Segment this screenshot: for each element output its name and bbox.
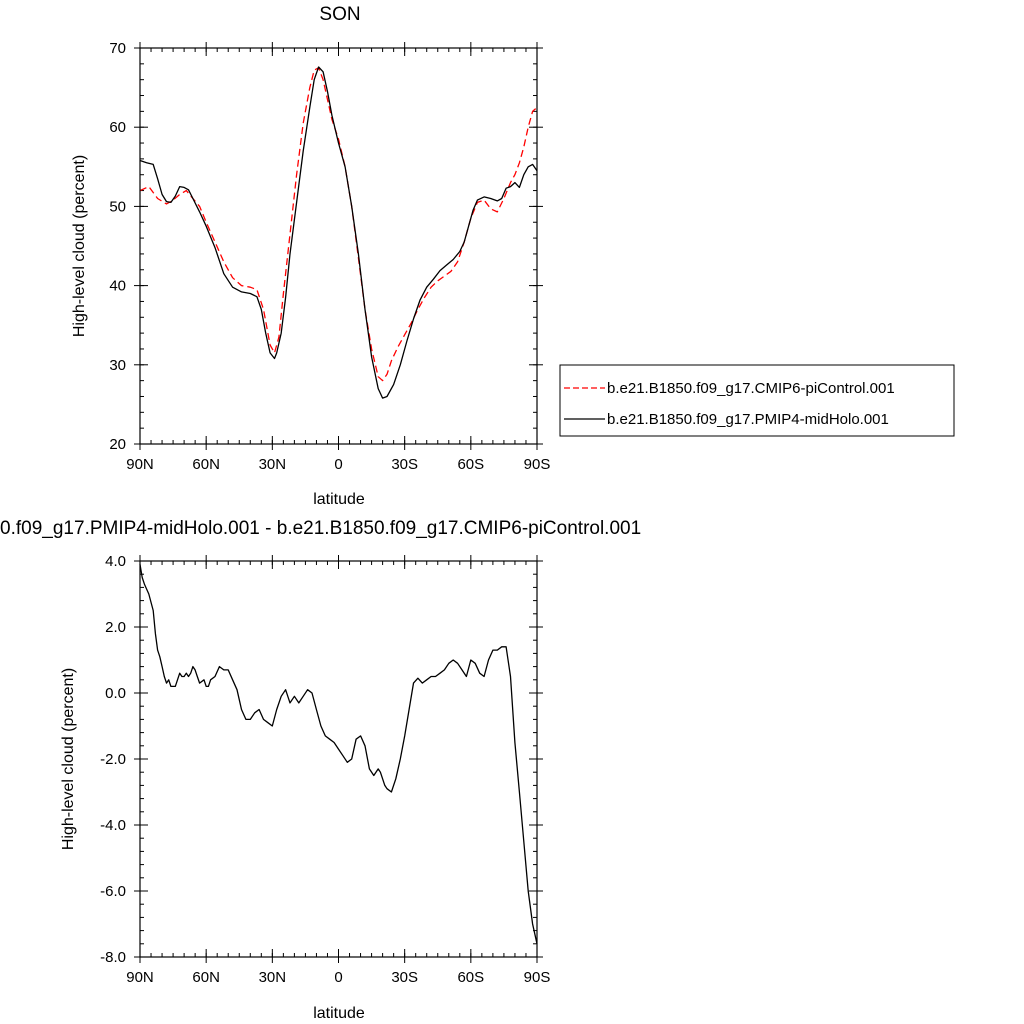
top-series-line-1 (139, 67, 538, 382)
top-x-tick-label: 90N (126, 456, 154, 473)
top-y-tick-label: 40 (109, 278, 126, 295)
legend-label-picontrol: b.e21.B1850.f09_g17.CMIP6-piControl.001 (607, 380, 895, 397)
bottom-y-tick-label: -6.0 (100, 883, 126, 900)
bottom-x-tick-label: 90S (524, 969, 551, 986)
top-y-tick-label: 60 (109, 119, 126, 136)
bottom-x-axis-label: latitude (313, 1005, 365, 1022)
legend-box (559, 364, 955, 437)
bottom-x-tick-label: 30S (391, 969, 418, 986)
top-series-line-2 (139, 66, 538, 399)
bottom-y-tick-label: 2.0 (105, 619, 126, 636)
bottom-x-tick-label: 60S (457, 969, 484, 986)
bottom-y-tick-label: 0.0 (105, 685, 126, 702)
top-y-tick-label: 50 (109, 198, 126, 215)
top-x-tick-label: 60N (192, 456, 220, 473)
top-y-tick-label: 70 (109, 40, 126, 57)
bottom-x-tick-label: 30N (259, 969, 287, 986)
bottom-x-tick-label: 90N (126, 969, 154, 986)
top-y-tick-label: 20 (109, 436, 126, 453)
top-panel: SON latitude High-level cloud (percent) … (71, 4, 550, 508)
top-y-tick-label: 30 (109, 357, 126, 374)
bottom-y-tick-label: -2.0 (100, 751, 126, 768)
legend: b.e21.B1850.f09_g17.CMIP6-piControl.001 … (559, 364, 955, 437)
top-x-tick-label: 0 (334, 456, 342, 473)
top-chart-title: SON (319, 4, 360, 25)
top-x-tick-label: 60S (457, 456, 484, 473)
bottom-y-tick-label: -4.0 (100, 817, 126, 834)
top-x-axis-label: latitude (313, 491, 365, 508)
legend-label-midholo: b.e21.B1850.f09_g17.PMIP4-midHolo.001 (607, 411, 889, 428)
bottom-x-tick-label: 60N (192, 969, 220, 986)
top-x-tick-label: 30S (391, 456, 418, 473)
top-plot-frame (139, 47, 538, 445)
bottom-chart-title: b.e21.B1850.f09_g17.PMIP4-midHolo.001 - … (0, 518, 641, 539)
bottom-panel: b.e21.B1850.f09_g17.PMIP4-midHolo.001 - … (0, 518, 641, 1022)
top-y-axis-label: High-level cloud (percent) (71, 155, 88, 337)
bottom-y-tick-label: -8.0 (100, 949, 126, 966)
top-x-tick-label: 30N (259, 456, 287, 473)
bottom-y-axis-label: High-level cloud (percent) (60, 668, 77, 850)
bottom-plot-frame (139, 560, 538, 958)
bottom-x-tick-label: 0 (334, 969, 342, 986)
top-x-tick-label: 90S (524, 456, 551, 473)
bottom-series-line-1 (139, 564, 538, 944)
bottom-y-tick-label: 4.0 (105, 553, 126, 570)
